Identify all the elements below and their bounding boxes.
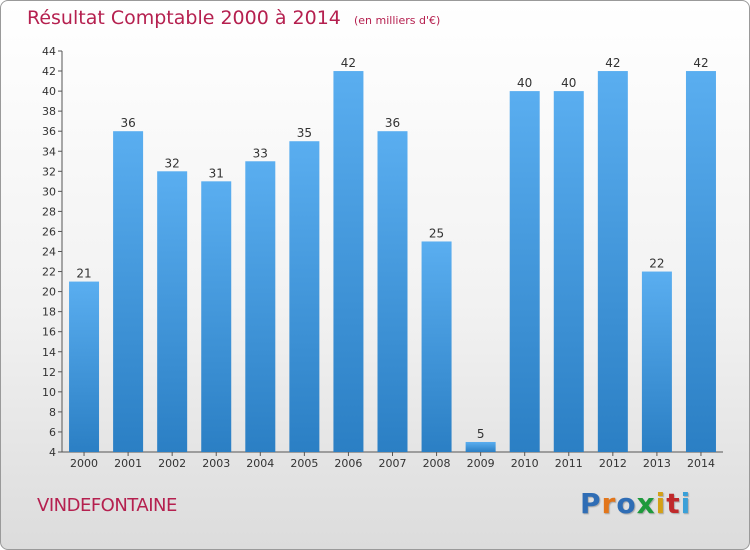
- y-tick-label: 34: [42, 145, 56, 158]
- y-tick-label: 40: [42, 85, 56, 98]
- x-tick-label-2013: 2013: [643, 457, 671, 470]
- y-tick-label: 14: [42, 346, 56, 359]
- x-tick-label-2005: 2005: [290, 457, 318, 470]
- x-tick-label-2007: 2007: [379, 457, 407, 470]
- bar-2010: [509, 91, 540, 452]
- x-tick-label-2004: 2004: [246, 457, 274, 470]
- x-tick-label-2006: 2006: [334, 457, 362, 470]
- chart-title: Résultat Comptable 2000 à 2014: [27, 7, 341, 29]
- data-label-2004: 33: [253, 146, 268, 160]
- bar-2004: [245, 161, 276, 452]
- data-label-2010: 40: [517, 76, 532, 90]
- data-label-2007: 36: [385, 116, 400, 130]
- y-tick-label: 8: [49, 406, 56, 419]
- x-tick-label-2012: 2012: [599, 457, 627, 470]
- data-label-2002: 32: [165, 156, 180, 170]
- x-tick-label-2008: 2008: [423, 457, 451, 470]
- data-label-2011: 40: [561, 76, 576, 90]
- y-tick-label: 30: [42, 185, 56, 198]
- x-tick-label-2000: 2000: [70, 457, 98, 470]
- data-label-2008: 25: [429, 226, 444, 240]
- y-tick-label: 24: [42, 246, 56, 259]
- proxiti-logo: Proxiti: [580, 487, 691, 520]
- data-label-2006: 42: [341, 56, 356, 70]
- logo-letter: P: [580, 487, 602, 520]
- y-tick-label: 38: [42, 105, 56, 118]
- y-tick-label: 42: [42, 65, 56, 78]
- bar-2005: [289, 141, 320, 452]
- bar-2009: [465, 441, 496, 452]
- logo-letter: r: [601, 487, 617, 520]
- logo-letter: i: [655, 487, 667, 520]
- bar-2003: [201, 181, 232, 452]
- logo-letter: o: [616, 487, 637, 520]
- bar-2002: [157, 171, 188, 453]
- logo-letter: t: [666, 487, 681, 520]
- data-label-2001: 36: [120, 116, 135, 130]
- data-label-2012: 42: [605, 56, 620, 70]
- bar-2011: [553, 91, 584, 452]
- y-tick-label: 12: [42, 366, 56, 379]
- data-label-2005: 35: [297, 126, 312, 140]
- x-tick-label-2001: 2001: [114, 457, 142, 470]
- bar-2001: [113, 131, 144, 452]
- logo-letter: x: [636, 487, 656, 520]
- title-row: Résultat Comptable 2000 à 2014 (en milli…: [27, 7, 440, 29]
- x-tick-label-2014: 2014: [687, 457, 715, 470]
- data-label-2014: 42: [693, 56, 708, 70]
- y-tick-label: 32: [42, 165, 56, 178]
- bar-2012: [597, 71, 628, 453]
- x-tick-label-2003: 2003: [202, 457, 230, 470]
- chart-unit: (en milliers d'€): [353, 14, 441, 27]
- data-label-2003: 31: [209, 166, 224, 180]
- y-tick-label: 44: [42, 45, 56, 58]
- y-tick-label: 16: [42, 326, 56, 339]
- y-tick-label: 28: [42, 205, 56, 218]
- y-tick-label: 18: [42, 306, 56, 319]
- y-tick-label: 6: [49, 426, 56, 439]
- commune-name: VINDEFONTAINE: [37, 495, 177, 516]
- y-tick-label: 4: [49, 446, 56, 459]
- bar-2014: [685, 71, 716, 453]
- data-label-2009: 5: [477, 427, 485, 441]
- bar-2013: [641, 271, 672, 452]
- y-tick-label: 36: [42, 125, 56, 138]
- x-tick-label-2010: 2010: [511, 457, 539, 470]
- x-tick-label-2002: 2002: [158, 457, 186, 470]
- bar-2006: [333, 71, 364, 453]
- bars-group: [69, 71, 716, 453]
- y-tick-label: 26: [42, 225, 56, 238]
- bar-2007: [377, 131, 408, 452]
- bar-2000: [69, 281, 100, 452]
- data-label-2013: 22: [649, 257, 664, 271]
- bar-2008: [421, 241, 452, 452]
- x-tick-label-2011: 2011: [555, 457, 583, 470]
- logo-letter: i: [680, 487, 692, 520]
- y-tick-label: 20: [42, 286, 56, 299]
- data-label-2000: 21: [76, 267, 91, 281]
- y-tick-label: 10: [42, 386, 56, 399]
- y-tick-label: 22: [42, 266, 56, 279]
- labels-group: 21 36 32 31 33 35 42 36 25 5 40 40 42 22 42: [76, 56, 708, 441]
- x-tick-label-2009: 2009: [467, 457, 495, 470]
